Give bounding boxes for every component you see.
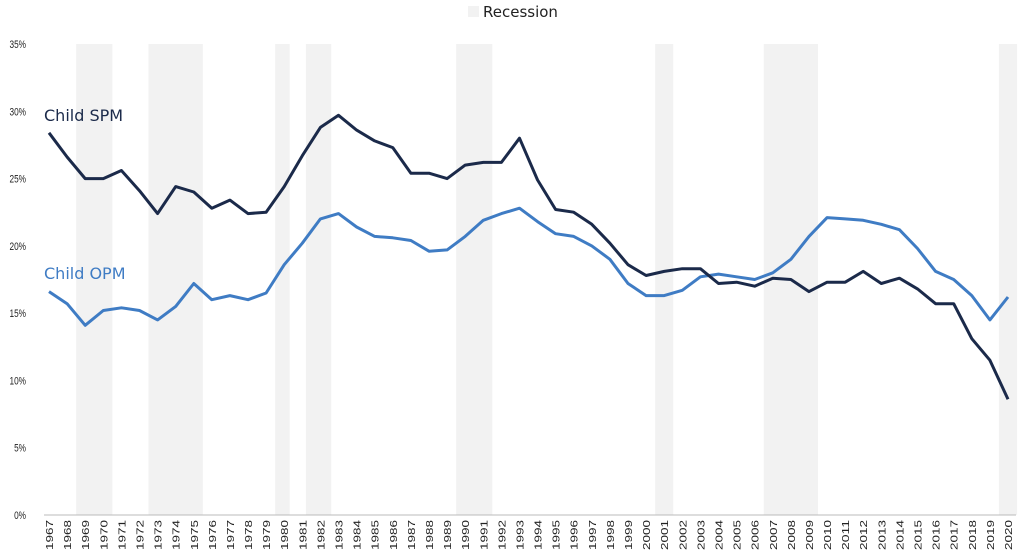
recession-bands [76, 44, 1018, 515]
x-tick-label: 2004 [713, 520, 725, 550]
x-tick-label: 1985 [370, 520, 382, 550]
x-tick-label: 1984 [352, 520, 364, 550]
x-tick-label: 1992 [496, 520, 508, 550]
x-tick-label: 2009 [804, 520, 816, 550]
x-tick-label: 1993 [514, 520, 526, 550]
x-tick-label: 2016 [931, 520, 943, 550]
x-tick-label: 2007 [768, 520, 780, 550]
x-tick-label: 1968 [62, 520, 74, 550]
x-tick-label: 1980 [279, 520, 291, 550]
recession-band [148, 44, 203, 515]
x-tick-label: 2011 [840, 520, 852, 550]
x-tick-label: 1991 [478, 520, 490, 550]
x-tick-label: 2000 [641, 520, 653, 550]
y-tick-label: 30% [9, 106, 26, 118]
x-tick-label: 1979 [261, 520, 273, 550]
x-tick-label: 2020 [1003, 520, 1015, 550]
x-tick-label: 2019 [985, 520, 997, 550]
x-tick-label: 1996 [569, 520, 581, 550]
x-tick-label: 2010 [822, 520, 834, 550]
x-tick-label: 1975 [189, 520, 201, 550]
x-tick-label: 2017 [949, 520, 961, 550]
recession-band [275, 44, 290, 515]
x-tick-label: 2008 [786, 520, 798, 550]
y-axis: 0% 5% 10% 15% 20% 25% 30% 35% [9, 39, 26, 522]
x-tick-label: 2001 [659, 520, 671, 550]
y-tick-label: 35% [9, 39, 26, 51]
x-tick-label: 1988 [424, 520, 436, 550]
y-tick-label: 25% [9, 174, 26, 186]
x-tick-label: 2013 [876, 520, 888, 550]
recession-band [305, 44, 332, 515]
x-tick-label: 1969 [80, 520, 92, 550]
recession-band [76, 44, 113, 515]
x-tick-label: 1998 [605, 520, 617, 550]
x-tick-label: 2018 [967, 520, 979, 550]
x-tick-label: 2005 [732, 520, 744, 550]
x-tick-label: 1987 [406, 520, 418, 550]
x-tick-label: 1982 [315, 520, 327, 550]
x-tick-label: 1981 [297, 520, 309, 550]
x-tick-label: 1972 [134, 520, 146, 550]
x-tick-label: 1995 [551, 520, 563, 550]
series-label-opm: Child OPM [44, 264, 126, 283]
x-tick-label: 1978 [243, 520, 255, 550]
legend-swatch-recession [468, 6, 479, 17]
y-tick-label: 5% [14, 443, 26, 455]
x-tick-label: 1986 [388, 520, 400, 550]
x-tick-label: 1967 [44, 520, 56, 550]
y-tick-label: 0% [14, 510, 26, 522]
series-label-spm: Child SPM [44, 106, 123, 125]
x-tick-label: 2002 [677, 520, 689, 550]
y-tick-label: 15% [9, 308, 26, 320]
recession-band [456, 44, 493, 515]
y-tick-label: 10% [9, 375, 26, 387]
x-tick-label: 1990 [460, 520, 472, 550]
x-tick-label: 1970 [98, 520, 110, 550]
series-line-spm [47, 113, 1010, 400]
x-axis: 1967 1968 1969 1970 1971 1972 1973 1974 1975 1976… [44, 520, 1015, 550]
x-tick-label: 1994 [533, 520, 545, 550]
recession-band [998, 44, 1018, 515]
legend-label-recession: Recession [483, 3, 558, 21]
series-line-opm [48, 206, 1010, 327]
series-lines [47, 113, 1010, 400]
x-tick-label: 1989 [442, 520, 454, 550]
x-tick-label: 2003 [695, 520, 707, 550]
x-tick-label: 1974 [171, 520, 183, 550]
legend: Recession [468, 3, 558, 21]
x-tick-label: 1997 [587, 520, 599, 550]
x-tick-label: 1983 [334, 520, 346, 550]
x-tick-label: 2006 [750, 520, 762, 550]
x-tick-label: 2012 [858, 520, 870, 550]
x-tick-label: 1977 [225, 520, 237, 550]
x-tick-label: 1999 [623, 520, 635, 550]
y-tick-label: 20% [9, 241, 26, 253]
x-tick-label: 1971 [116, 520, 128, 550]
x-tick-label: 1976 [207, 520, 219, 550]
x-tick-label: 1973 [153, 520, 165, 550]
x-tick-label: 2015 [913, 520, 925, 550]
x-tick-label: 2014 [894, 520, 906, 550]
recession-band [655, 44, 674, 515]
